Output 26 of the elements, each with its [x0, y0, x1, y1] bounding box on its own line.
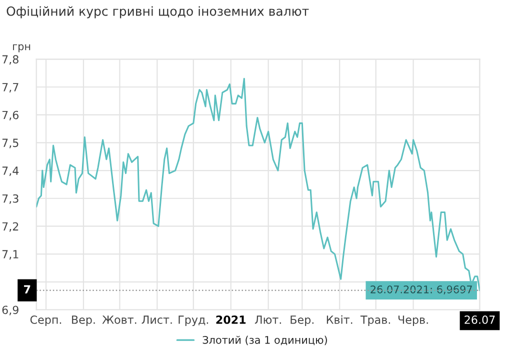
x-tick-label: Груд.	[178, 316, 208, 326]
y-tick-label: 7,2	[2, 222, 18, 232]
x-tick-label: Лист.	[142, 316, 172, 324]
x-tick-label: Квіт.	[326, 315, 352, 324]
annotation: 26.07.2021: 6,9697	[370, 285, 472, 294]
y-tick-label: 7,6	[2, 110, 19, 120]
x-tick-label: 2021	[216, 316, 246, 324]
x-tick-label: Жовт.	[102, 316, 136, 324]
y-tick-label: 6,9	[2, 306, 18, 316]
x-tick-label: Серп.	[30, 316, 62, 326]
chart-title: Офіційний курс гривні щодо іноземних валют	[6, 6, 309, 18]
x-tick-label: Вер.	[72, 316, 95, 326]
x-tick-label: 26.07	[464, 316, 495, 324]
x-tick-label: Бер.	[290, 316, 314, 326]
y-axis-title: грн	[13, 44, 30, 52]
y-tick-label: 7,3	[2, 194, 18, 204]
x-tick-label: Трав.	[360, 316, 390, 326]
x-tick-label: Черв.	[398, 316, 428, 326]
y-tick-label: 7,1	[2, 250, 18, 260]
x-tick-label: Лют.	[254, 316, 281, 324]
ref-line-label: 7	[24, 285, 30, 294]
y-tick-label: 7,5	[2, 138, 18, 148]
legend-label: Злотий (за 1 одиницю)	[202, 336, 327, 346]
y-tick-label: 7,7	[2, 83, 18, 93]
y-tick-label: 7,4	[2, 166, 19, 176]
y-tick-label: 7,8	[2, 55, 18, 65]
